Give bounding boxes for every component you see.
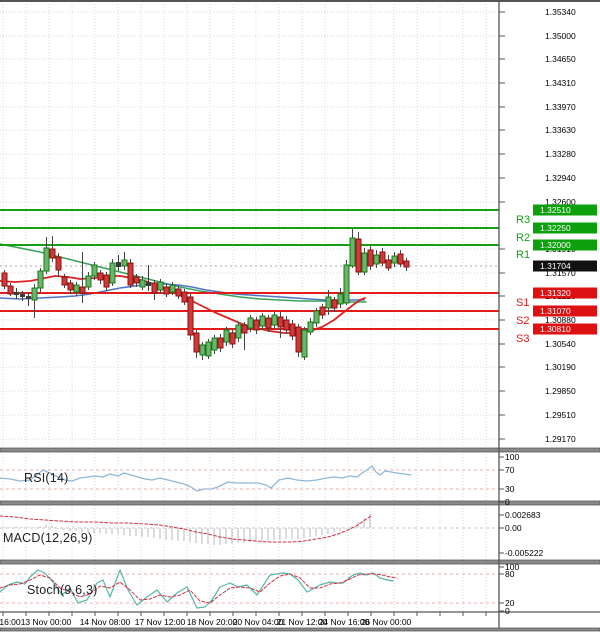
- svg-text:1.33970: 1.33970: [545, 102, 576, 112]
- svg-text:1.32510: 1.32510: [540, 205, 571, 215]
- svg-text:1.31704: 1.31704: [540, 261, 571, 271]
- svg-text:20: 20: [505, 598, 515, 608]
- svg-text:1.31070: 1.31070: [540, 306, 571, 316]
- level-label-S1: S1: [516, 297, 529, 309]
- stoch-series: [0, 569, 398, 609]
- svg-text:1.29850: 1.29850: [545, 386, 576, 396]
- svg-text:1.32600: 1.32600: [545, 197, 576, 207]
- time-label: 18 Nov 20:00: [187, 617, 238, 627]
- svg-text:1.32940: 1.32940: [545, 173, 576, 183]
- time-label: 13 Nov 00:00: [21, 617, 72, 627]
- time-label: 14 Nov 08:00: [80, 617, 131, 627]
- macd-panel-label: MACD(12,26,9): [3, 531, 93, 545]
- macd-series: [0, 514, 372, 545]
- indicator-level-lines: [0, 469, 499, 604]
- price-axis[interactable]: 1.35340 1.35000 1.34650 1.34310 1.33970 1.336…: [498, 0, 597, 628]
- svg-text:100: 100: [505, 452, 519, 462]
- level-badge-R2: [533, 222, 597, 234]
- time-axis[interactable]: 16:00 13 Nov 00:00 14 Nov 08:00 17 Nov 12:0…: [0, 612, 487, 627]
- svg-text:1.33280: 1.33280: [545, 149, 576, 159]
- svg-text:0: 0: [505, 497, 510, 507]
- svg-text:1.30190: 1.30190: [545, 362, 576, 372]
- time-label: 16:00: [0, 617, 21, 627]
- level-badge-S3: [533, 323, 597, 335]
- svg-text:1.35000: 1.35000: [545, 31, 576, 41]
- level-badge-R3: [533, 204, 597, 216]
- svg-text:0.00: 0.00: [505, 523, 522, 533]
- time-label: 24 Nov 16:00: [319, 617, 370, 627]
- candlestick-series: [1, 229, 410, 360]
- svg-text:1.33630: 1.33630: [545, 125, 576, 135]
- svg-text:1.31320: 1.31320: [540, 288, 571, 298]
- grid: [0, 4, 499, 612]
- current-price-badge: [533, 260, 597, 272]
- svg-text:0: 0: [505, 606, 510, 616]
- svg-text:100: 100: [505, 562, 519, 572]
- stoch-panel-label: Stoch(9,6,3): [27, 583, 98, 597]
- level-badge-S2: [533, 305, 597, 317]
- svg-text:1.29170: 1.29170: [545, 434, 576, 444]
- level-label-R3: R3: [516, 214, 530, 226]
- svg-text:1.32250: 1.32250: [540, 223, 571, 233]
- svg-text:1.35340: 1.35340: [545, 7, 576, 17]
- level-badge-R1: [533, 239, 597, 251]
- svg-text:1.29510: 1.29510: [545, 410, 576, 420]
- rsi-series: [0, 465, 412, 492]
- level-label-S2: S2: [516, 315, 529, 327]
- svg-text:1.32000: 1.32000: [540, 240, 571, 250]
- svg-text:1.30810: 1.30810: [540, 324, 571, 334]
- level-label-S3: S3: [516, 333, 529, 345]
- time-label: 17 Nov 12:00: [135, 617, 186, 627]
- time-label: 26 Nov 00:00: [361, 617, 412, 627]
- svg-text:1.31570: 1.31570: [545, 268, 576, 278]
- level-label-R1: R1: [516, 249, 530, 261]
- time-label: 21 Nov 12:00: [277, 617, 328, 627]
- svg-text:1.34310: 1.34310: [545, 78, 576, 88]
- svg-text:1.30880: 1.30880: [545, 315, 576, 325]
- level-badge-S1: [533, 287, 597, 299]
- svg-text:0.002683: 0.002683: [505, 510, 541, 520]
- rsi-panel-label: RSI(14): [24, 471, 69, 485]
- svg-text:1.34650: 1.34650: [545, 54, 576, 64]
- time-label: 20 Nov 04:00: [233, 617, 284, 627]
- svg-text:70: 70: [505, 465, 515, 475]
- svg-text:1.30540: 1.30540: [545, 339, 576, 349]
- svg-text:30: 30: [505, 484, 515, 494]
- svg-text:80: 80: [505, 569, 515, 579]
- level-label-R2: R2: [516, 232, 530, 244]
- svg-text:-0.005222: -0.005222: [505, 548, 544, 558]
